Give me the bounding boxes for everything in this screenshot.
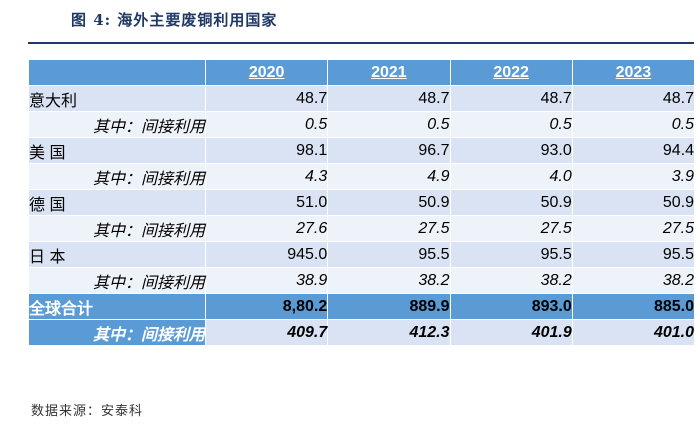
value-cell: 945.0 [204, 241, 329, 268]
table-row: 美 国 98.1 96.7 93.0 94.4 [28, 137, 696, 164]
value-cell: 96.7 [327, 137, 451, 164]
year-header: 2023 [571, 59, 696, 86]
country-label: 美 国 [28, 137, 206, 164]
total-value-cell: 885.0 [571, 293, 696, 320]
source-note: 数据来源：安泰科 [31, 404, 144, 419]
value-cell: 95.5 [449, 241, 573, 268]
year-header: 2021 [327, 59, 451, 86]
indirect-value-cell: 38.2 [327, 267, 451, 294]
value-cell: 93.0 [449, 137, 573, 164]
total-indirect-value-cell: 412.3 [327, 319, 451, 346]
value-cell: 94.4 [571, 137, 696, 164]
table-row: 德 国 51.0 50.9 50.9 50.9 [28, 189, 696, 216]
country-label: 德 国 [28, 189, 206, 216]
indirect-value-cell: 27.5 [449, 215, 573, 242]
value-cell: 50.9 [449, 189, 573, 216]
value-cell: 50.9 [327, 189, 451, 216]
total-row: 全球合计 8,80.2 889.9 893.0 885.0 [28, 293, 696, 320]
figure-title: 图 4: 海外主要废铜利用国家 [71, 11, 278, 29]
value-cell: 48.7 [204, 85, 329, 112]
total-indirect-value-cell: 401.0 [571, 319, 696, 346]
indirect-value-cell: 0.5 [571, 111, 696, 138]
indirect-value-cell: 3.9 [571, 163, 696, 190]
table-row-indirect: 其中：间接利用 38.9 38.2 38.2 38.2 [28, 267, 696, 294]
indirect-value-cell: 0.5 [204, 111, 329, 138]
total-indirect-label: 其中：间接利用 [28, 319, 206, 346]
total-value-cell: 8,80.2 [204, 293, 329, 320]
table-row: 日 本 945.0 95.5 95.5 95.5 [28, 241, 696, 268]
indirect-value-cell: 38.9 [204, 267, 329, 294]
total-value-cell: 893.0 [449, 293, 573, 320]
value-cell: 50.9 [571, 189, 696, 216]
year-header: 2022 [449, 59, 573, 86]
indirect-use-label: 其中：间接利用 [28, 111, 206, 138]
indirect-value-cell: 4.3 [204, 163, 329, 190]
total-indirect-value-cell: 401.9 [449, 319, 573, 346]
indirect-use-label: 其中：间接利用 [28, 267, 206, 294]
indirect-value-cell: 0.5 [449, 111, 573, 138]
indirect-value-cell: 38.2 [449, 267, 573, 294]
value-cell: 48.7 [327, 85, 451, 112]
indirect-use-label: 其中：间接利用 [28, 163, 206, 190]
indirect-value-cell: 27.5 [327, 215, 451, 242]
value-cell: 48.7 [449, 85, 573, 112]
table-row: 意大利 48.7 48.7 48.7 48.7 [28, 85, 696, 112]
header-corner-cell [28, 59, 206, 86]
table-row-indirect: 其中：间接利用 4.3 4.9 4.0 3.9 [28, 163, 696, 190]
total-indirect-value-cell: 409.7 [204, 319, 329, 346]
table-row-indirect: 其中：间接利用 0.5 0.5 0.5 0.5 [28, 111, 696, 138]
indirect-value-cell: 27.5 [571, 215, 696, 242]
total-indirect-row: 其中：间接利用 409.7 412.3 401.9 401.0 [28, 319, 696, 346]
indirect-value-cell: 0.5 [327, 111, 451, 138]
table-row-indirect: 其中：间接利用 27.6 27.5 27.5 27.5 [28, 215, 696, 242]
year-header: 2020 [204, 59, 329, 86]
value-cell: 95.5 [571, 241, 696, 268]
total-label: 全球合计 [28, 293, 206, 320]
value-cell: 51.0 [204, 189, 329, 216]
indirect-value-cell: 38.2 [571, 267, 696, 294]
value-cell: 95.5 [327, 241, 451, 268]
country-label: 日 本 [28, 241, 206, 268]
header-row: 2020 2021 2022 2023 [28, 59, 696, 86]
country-label: 意大利 [28, 85, 206, 112]
value-cell: 98.1 [204, 137, 329, 164]
indirect-use-label: 其中：间接利用 [28, 215, 206, 242]
value-cell: 48.7 [571, 85, 696, 112]
indirect-value-cell: 4.9 [327, 163, 451, 190]
total-value-cell: 889.9 [327, 293, 451, 320]
title-divider [28, 42, 694, 44]
indirect-value-cell: 27.6 [204, 215, 329, 242]
copper-scrap-table: 2020 2021 2022 2023 意大利 48.7 48.7 48.7 4… [28, 59, 696, 346]
indirect-value-cell: 4.0 [449, 163, 573, 190]
